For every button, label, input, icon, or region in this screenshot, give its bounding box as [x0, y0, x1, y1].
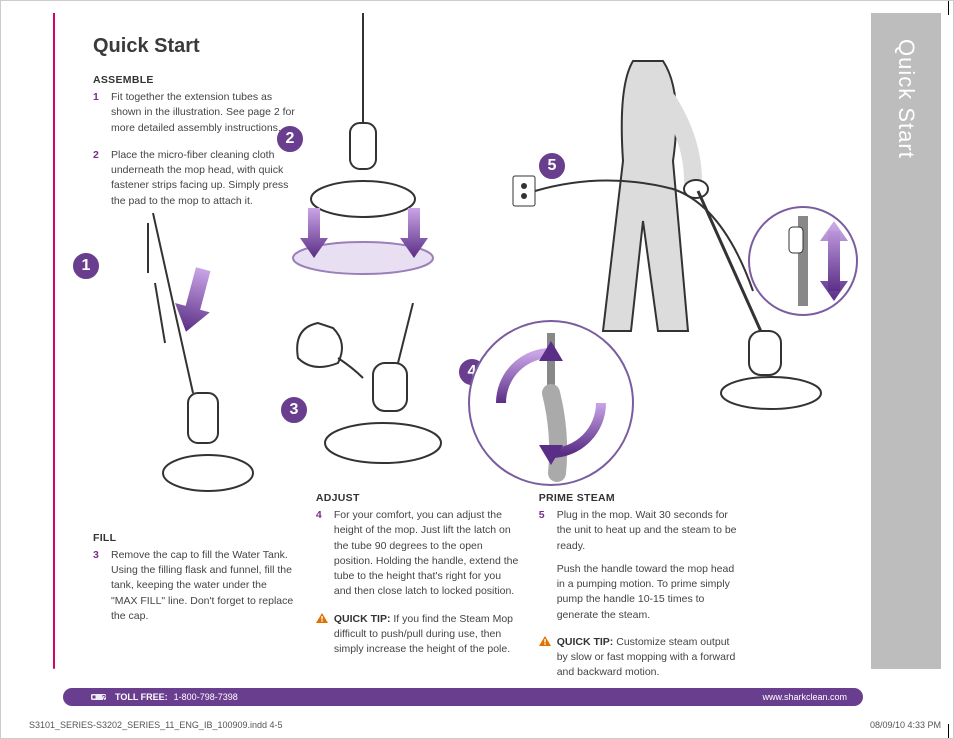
vertical-rule	[53, 13, 55, 663]
svg-text:?: ?	[102, 693, 107, 702]
warning-icon	[316, 613, 328, 623]
assemble-heading: ASSEMBLE	[93, 73, 296, 88]
toll-free-number: 1-800-798-7398	[174, 692, 238, 702]
step-number: 2	[93, 148, 99, 163]
footer-bar: ? TOLL FREE: 1-800-798-7398 www.sharkcle…	[63, 688, 863, 706]
meta-file: S3101_SERIES-S3202_SERIES_11_ENG_IB_1009…	[29, 720, 283, 730]
side-tab: Quick Start	[871, 13, 941, 669]
tip-label: QUICK TIP:	[334, 613, 391, 625]
page-title: Quick Start	[93, 35, 200, 58]
print-meta: S3101_SERIES-S3202_SERIES_11_ENG_IB_1009…	[29, 720, 941, 730]
phone-icon: ?	[91, 691, 109, 703]
step-text: Place the micro-fiber cleaning cloth und…	[111, 149, 288, 207]
step-number: 4	[316, 508, 322, 523]
tip-label: QUICK TIP:	[557, 636, 614, 648]
column-3: PRIME STEAM 5 Plug in the mop. Wait 30 s…	[539, 73, 742, 638]
text-columns: ASSEMBLE 1 Fit together the extension tu…	[93, 73, 863, 638]
step-text: Push the handle toward the mop head in a…	[557, 563, 734, 621]
column-2: ADJUST 4 For your comfort, you can adjus…	[316, 73, 519, 638]
page: Quick Start Quick Start 1 2 3 4 5	[0, 0, 954, 739]
column-4	[762, 73, 863, 638]
footer-url: www.sharkclean.com	[762, 692, 847, 702]
footer-left: ? TOLL FREE: 1-800-798-7398	[63, 688, 323, 706]
prime-tip: QUICK TIP: Customize steam output by slo…	[539, 635, 742, 681]
step-text: Remove the cap to fill the Water Tank. U…	[111, 549, 293, 622]
prime-step-2: Push the handle toward the mop head in a…	[539, 562, 742, 623]
footer-right: www.sharkclean.com	[683, 688, 863, 706]
step-text: For your comfort, you can adjust the hei…	[334, 509, 518, 597]
fill-step: 3 Remove the cap to fill the Water Tank.…	[93, 548, 296, 624]
step-number: 3	[93, 548, 99, 563]
side-tab-label: Quick Start	[893, 39, 919, 159]
adjust-tip: QUICK TIP: If you find the Steam Mop dif…	[316, 612, 519, 658]
meta-timestamp: 08/09/10 4:33 PM	[870, 720, 941, 730]
content-area: Quick Start 1 2 3 4 5	[63, 23, 863, 678]
column-1: ASSEMBLE 1 Fit together the extension tu…	[93, 73, 296, 638]
step-text: Fit together the extension tubes as show…	[111, 91, 295, 133]
toll-free-label: TOLL FREE:	[115, 692, 168, 702]
step-number: 1	[93, 90, 99, 105]
assemble-step-1: 1 Fit together the extension tubes as sh…	[93, 90, 296, 136]
fill-heading: FILL	[93, 531, 296, 546]
crop-mark	[948, 724, 949, 738]
adjust-step: 4 For your comfort, you can adjust the h…	[316, 508, 519, 599]
step-number: 5	[539, 508, 545, 523]
step-text: Plug in the mop. Wait 30 seconds for the…	[557, 509, 737, 551]
crop-mark	[948, 1, 949, 15]
assemble-step-2: 2 Place the micro-fiber cleaning cloth u…	[93, 148, 296, 209]
prime-heading: PRIME STEAM	[539, 491, 742, 506]
prime-step-1: 5 Plug in the mop. Wait 30 seconds for t…	[539, 508, 742, 554]
adjust-heading: ADJUST	[316, 491, 519, 506]
footer-mid	[323, 688, 683, 706]
warning-icon	[539, 636, 551, 646]
